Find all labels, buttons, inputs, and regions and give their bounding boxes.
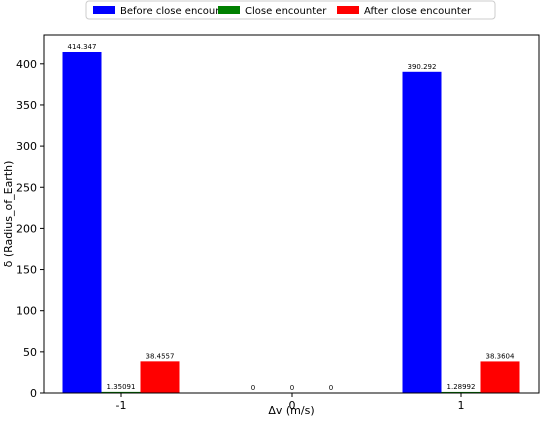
bar-value-label: 0 xyxy=(329,384,333,392)
bar-value-label: 0 xyxy=(290,384,294,392)
x-axis-label: Δv (m/s) xyxy=(268,404,314,417)
bar-before-close-encounter-1 xyxy=(402,71,442,394)
bar-before-close-encounter--1 xyxy=(62,51,102,393)
legend-entry-label: After close encounter xyxy=(364,6,472,17)
y-tick-label: 250 xyxy=(16,181,37,194)
legend: Before close encounter Close encounter Aft… xyxy=(85,0,496,20)
x-tick-label: 0 xyxy=(289,399,296,412)
y-tick-label: 150 xyxy=(16,264,37,277)
legend-swatch xyxy=(93,6,115,14)
legend-swatch xyxy=(337,6,359,14)
y-tick-label: 350 xyxy=(16,99,37,112)
bar-after-close-encounter--1 xyxy=(140,361,180,393)
bar-labels-group: 414.347 0 390.292 1.35091 0 1.28992 38.4557 0 38… xyxy=(68,43,515,392)
legend-swatch xyxy=(218,6,240,14)
legend-entry-label: Close encounter xyxy=(245,6,327,17)
y-tick-label: 50 xyxy=(23,346,37,359)
y-tick-label: 300 xyxy=(16,140,37,153)
bar-close-encounter-1 xyxy=(441,391,481,393)
y-tick-label: 200 xyxy=(16,222,37,235)
y-axis: 0 50 100 150 200 250 300 350 400 xyxy=(16,58,44,400)
bar-value-label: 390.292 xyxy=(408,63,437,71)
x-tick-label: -1 xyxy=(116,399,127,412)
y-tick-label: 100 xyxy=(16,305,37,318)
plot-frame xyxy=(43,34,540,394)
bar-value-label: 1.28992 xyxy=(447,383,476,391)
bar-value-label: 38.4557 xyxy=(146,352,175,360)
y-axis-label: δ (Radius_of_Earth) xyxy=(2,161,15,268)
bar-value-label: 38.3604 xyxy=(486,352,515,360)
y-tick-label: 400 xyxy=(16,58,37,71)
bar-value-label: 414.347 xyxy=(68,43,97,51)
bar-after-close-encounter-1 xyxy=(480,361,520,393)
bar-close-encounter--1 xyxy=(101,391,141,393)
bars-group xyxy=(62,51,520,394)
x-axis: -1 0 1 xyxy=(116,393,465,412)
bar-value-label: 0 xyxy=(251,384,255,392)
legend-box xyxy=(85,0,496,20)
y-tick-label: 0 xyxy=(30,387,37,400)
legend-entry-label: Before close encounter xyxy=(120,6,237,17)
x-tick-label: 1 xyxy=(458,399,465,412)
bar-value-label: 1.35091 xyxy=(107,383,136,391)
